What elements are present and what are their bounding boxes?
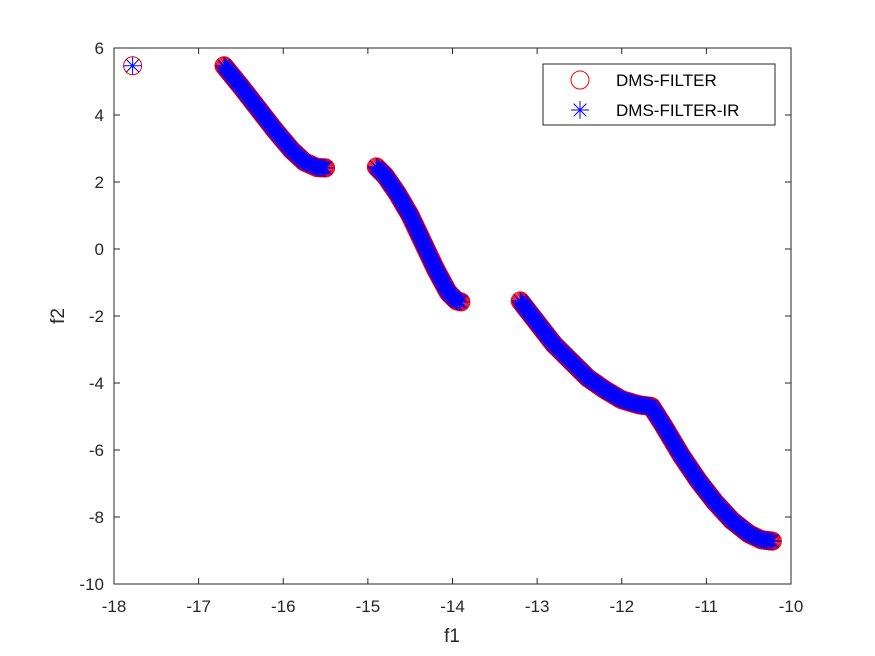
legend: DMS-FILTER DMS-FILTER-IR bbox=[542, 63, 776, 126]
x-axis-title: f1 bbox=[444, 626, 460, 647]
ticks-layer: -18 -17 -16 -15 -14 -13 -12 -11 -10 -10 -8 -6 -4 -2 0 2… bbox=[79, 39, 803, 616]
y-tick-label: -10 bbox=[79, 575, 104, 594]
x-tick-label: -12 bbox=[609, 597, 634, 616]
legend-box bbox=[542, 63, 776, 126]
asterisk-stroke bbox=[454, 295, 468, 309]
x-tick-label: -17 bbox=[186, 597, 211, 616]
legend-circle-marker bbox=[570, 70, 590, 90]
y-tick-label: 4 bbox=[95, 106, 104, 125]
asterisk-stroke bbox=[573, 103, 587, 117]
x-tick-label: -15 bbox=[356, 597, 381, 616]
x-tick-label: -18 bbox=[102, 597, 127, 616]
x-tick-label: -11 bbox=[695, 597, 718, 616]
asterisk-marker bbox=[123, 56, 142, 75]
y-tick-label: -4 bbox=[89, 374, 104, 393]
legend-label: DMS-FILTER-IR bbox=[616, 101, 739, 120]
y-tick-label: -8 bbox=[89, 508, 104, 527]
legend-items: DMS-FILTER DMS-FILTER-IR bbox=[570, 70, 739, 120]
y-tick-label: 2 bbox=[95, 173, 104, 192]
series-layer bbox=[123, 56, 782, 551]
x-tick-label: -16 bbox=[271, 597, 296, 616]
y-axis-title: f2 bbox=[48, 308, 69, 324]
plot-area bbox=[114, 48, 791, 584]
legend-label: DMS-FILTER bbox=[616, 71, 717, 90]
x-tick-label: -14 bbox=[440, 597, 465, 616]
asterisk-stroke bbox=[125, 59, 140, 73]
legend-asterisk-marker bbox=[571, 101, 589, 119]
y-tick-label: 6 bbox=[95, 39, 104, 58]
y-tick-label: -6 bbox=[89, 441, 104, 460]
asterisk-marker bbox=[763, 532, 782, 551]
asterisk-marker bbox=[316, 158, 335, 177]
y-tick-label: -2 bbox=[89, 307, 104, 326]
series-dms-filter-ir bbox=[123, 56, 782, 551]
y-tick-label: 0 bbox=[95, 240, 104, 259]
x-tick-label: -10 bbox=[779, 597, 804, 616]
asterisk-stroke bbox=[318, 161, 333, 175]
asterisk-marker bbox=[451, 292, 470, 311]
asterisk-stroke bbox=[765, 534, 780, 548]
x-tick-label: -13 bbox=[525, 597, 550, 616]
